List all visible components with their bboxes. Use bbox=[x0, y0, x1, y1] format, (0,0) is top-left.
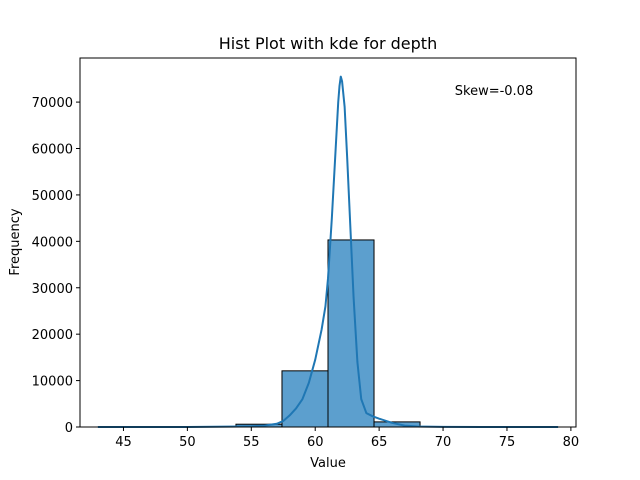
x-axis-label: Value bbox=[310, 456, 346, 471]
y-tick-label-70000: 70000 bbox=[32, 96, 73, 111]
y-tick-label-50000: 50000 bbox=[32, 189, 73, 204]
x-tick-label-75: 75 bbox=[499, 435, 516, 450]
y-tick-label-30000: 30000 bbox=[32, 282, 73, 297]
kde-line bbox=[97, 75, 559, 428]
skew-annotation: Skew=-0.08 bbox=[455, 84, 533, 99]
histogram-bar-5 bbox=[327, 239, 375, 428]
y-tick-label-60000: 60000 bbox=[32, 143, 73, 158]
plot-frame bbox=[79, 57, 577, 428]
chart-title: Hist Plot with kde for depth bbox=[219, 34, 437, 53]
x-tick-label-60: 60 bbox=[307, 435, 324, 450]
x-tick-label-45: 45 bbox=[115, 435, 132, 450]
y-tick-label-20000: 20000 bbox=[32, 328, 73, 343]
x-tick-label-80: 80 bbox=[563, 435, 580, 450]
histogram-bar-4 bbox=[281, 370, 329, 428]
y-tick-label-10000: 10000 bbox=[32, 375, 73, 390]
y-axis-label: Frequency bbox=[8, 208, 23, 275]
y-tick-label-0: 0 bbox=[65, 421, 73, 436]
x-tick-label-65: 65 bbox=[371, 435, 388, 450]
y-tick-label-40000: 40000 bbox=[32, 235, 73, 250]
x-tick-label-50: 50 bbox=[179, 435, 196, 450]
x-tick-label-55: 55 bbox=[243, 435, 260, 450]
y-axis-ticks: 0 10000 20000 30000 40000 50000 60000 70000 bbox=[32, 96, 80, 436]
x-axis-ticks: 45 50 55 60 65 70 75 80 bbox=[115, 427, 579, 450]
x-tick-label-70: 70 bbox=[435, 435, 452, 450]
